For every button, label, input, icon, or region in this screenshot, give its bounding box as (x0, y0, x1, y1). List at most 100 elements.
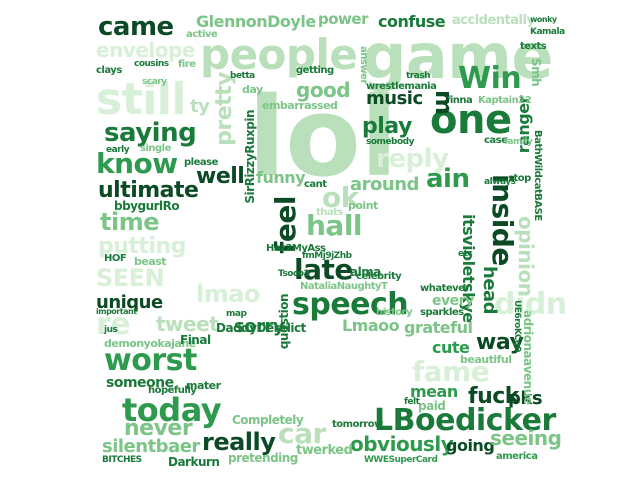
cloud-word: mean (410, 382, 458, 401)
cloud-word: fame (412, 355, 490, 388)
cloud-word: every (432, 293, 474, 309)
cloud-word: beast (134, 255, 167, 268)
cloud-word: stop (508, 173, 531, 184)
cloud-word: today (122, 391, 222, 429)
cloud-word: time (100, 208, 159, 236)
cloud-word: know (96, 147, 178, 180)
cloud-word: unique (96, 292, 163, 313)
cloud-word: please (184, 157, 218, 168)
cloud-word: funny (256, 168, 306, 187)
cloud-word: ty (190, 96, 210, 117)
cloud-word: thats (316, 207, 343, 218)
cloud-word: wonky (530, 15, 557, 24)
cloud-word: BITCHES (102, 455, 142, 465)
cloud-word: Tsoco3 (278, 269, 310, 279)
cloud-word: fuck (468, 384, 519, 409)
cloud-word: GlennonDoyle (196, 12, 316, 31)
cloud-word: worst (104, 343, 197, 378)
cloud-word: Smh (529, 58, 543, 87)
cloud-word: question (277, 294, 291, 350)
cloud-word: adrionaavenue (521, 310, 535, 405)
cloud-word: early (106, 145, 130, 155)
cloud-word: family (504, 137, 533, 147)
cloud-word: beautiful (460, 353, 512, 366)
cloud-word: around (350, 174, 419, 195)
cloud-word: car (278, 417, 326, 450)
cloud-word: pretending (228, 451, 298, 465)
cloud-word: one (430, 97, 512, 143)
cloud-word: game (362, 20, 553, 93)
cloud-word: ain (426, 164, 470, 194)
cloud-word: going (446, 436, 495, 455)
cloud-word: m (430, 90, 458, 115)
cloud-word: ok (322, 181, 359, 214)
cloud-word: still (96, 74, 186, 125)
cloud-word: power (318, 10, 368, 28)
cloud-word: re (96, 307, 131, 342)
cloud-word: always (484, 177, 516, 187)
cloud-word: somebody (366, 137, 414, 147)
cloud-word: cousins (134, 59, 169, 69)
cloud-word: play (362, 114, 412, 139)
cloud-word: UE6roKCg0 (512, 300, 522, 352)
cloud-word: confuse (378, 12, 446, 31)
cloud-word: good (296, 78, 351, 102)
cloud-word: WWESuperCard (364, 455, 438, 465)
cloud-word: celebrity (356, 271, 402, 282)
cloud-word: late (294, 253, 353, 286)
cloud-word: grateful (404, 318, 473, 337)
cloud-word: hall (306, 209, 363, 242)
cloud-word: inside (486, 174, 519, 266)
cloud-word: case (484, 135, 508, 146)
cloud-word: Win (458, 61, 522, 96)
cloud-word: etc (458, 249, 473, 259)
cloud-word: hopefully (148, 385, 197, 396)
cloud-word: Kaptain22 (478, 95, 532, 106)
cloud-word: pretty (212, 72, 237, 146)
cloud-word: seeing (490, 426, 562, 450)
cloud-word: ultimate (98, 178, 199, 203)
cloud-word: active (186, 29, 218, 40)
cloud-word: Final (180, 333, 211, 347)
cloud-word: DaddyDerelict (216, 321, 306, 335)
cloud-word: came (98, 12, 174, 42)
cloud-word: lmao (196, 280, 260, 308)
cloud-word: demonyokajane (104, 337, 196, 350)
cloud-word: NataliaNaughtyT (300, 281, 388, 292)
cloud-word: cute (432, 338, 470, 357)
cloud-word: answer (358, 46, 369, 84)
cloud-word: whatever (420, 283, 469, 294)
cloud-word: sorry (234, 316, 285, 337)
cloud-word: twerked (296, 443, 353, 458)
cloud-word: mater (186, 379, 221, 392)
cloud-word: putting (98, 234, 186, 259)
cloud-word: jus (104, 325, 118, 335)
cloud-word: betta (230, 71, 255, 81)
cloud-word: obviously (350, 432, 454, 456)
cloud-word: BathWildcatBASE (532, 130, 543, 221)
cloud-word: someone (106, 375, 174, 391)
cloud-word: well (196, 164, 245, 189)
cloud-word: Completely (232, 413, 304, 427)
cloud-word: finna (446, 95, 473, 106)
cloud-word: silentbaer (102, 436, 200, 457)
cloud-word: single (140, 143, 171, 154)
cloud-word: tweet (156, 312, 219, 336)
cloud-word: fmMj9jZhb (302, 251, 352, 261)
cloud-word: people (200, 30, 358, 79)
cloud-word: Haz2MyAss (266, 243, 326, 254)
cloud-word: Lmaoo (342, 316, 400, 335)
cloud-word: scary (142, 77, 167, 87)
cloud-word: LBoedicker (374, 403, 556, 438)
cloud-word: pks (508, 388, 543, 409)
cloud-word: texts (520, 41, 547, 52)
cloud-word: wrestlemania (366, 81, 437, 92)
cloud-word: SEEN (96, 264, 165, 292)
cloud-word: Kamala (530, 27, 565, 37)
cloud-word: cant (304, 179, 327, 190)
cloud-word: paid (418, 399, 446, 413)
cloud-word: music (366, 88, 423, 109)
cloud-word: history (376, 307, 413, 318)
cloud-word: tomorrow (332, 419, 383, 430)
